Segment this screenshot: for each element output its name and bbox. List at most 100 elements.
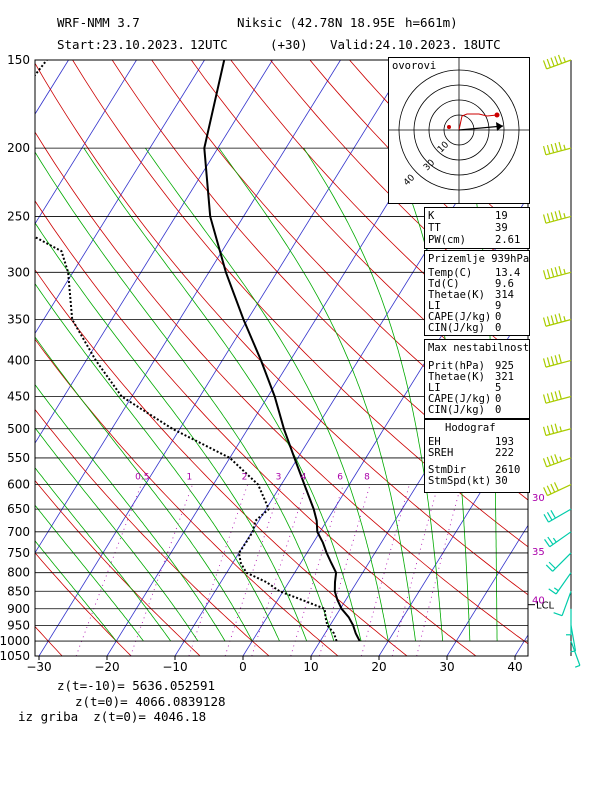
maxinst-row-value: 925 xyxy=(495,360,514,372)
wind-barb-half-feather xyxy=(563,144,566,150)
wind-barb-feather xyxy=(558,210,562,220)
wind-barb-feather xyxy=(557,54,563,64)
temperature-tick-label: −30 xyxy=(26,660,51,674)
pressure-tick-label: 350 xyxy=(7,313,30,327)
pressure-tick-label: 500 xyxy=(7,422,30,436)
wind-barb xyxy=(561,591,572,616)
wind-barb-half-feather xyxy=(559,456,563,462)
isotherm-line xyxy=(378,414,528,656)
wind-barb-half-feather xyxy=(563,268,566,275)
wind-barb-feather xyxy=(558,354,562,364)
pressure-tick-label: 300 xyxy=(7,265,30,279)
pressure-tick-label: 1050 xyxy=(0,649,30,663)
maxinst-row-value: 321 xyxy=(495,371,514,383)
wind-barb xyxy=(545,359,572,368)
wind-barb-feather xyxy=(542,214,547,224)
mixing-ratio-label: 0.5 xyxy=(135,473,149,483)
wind-barb-feather xyxy=(542,458,548,468)
wind-barb-feather xyxy=(558,390,562,400)
storm-motion-arrowhead xyxy=(496,122,503,131)
station-name: Niksic (42.78N 18.95E xyxy=(237,15,396,30)
wind-barb-feather xyxy=(554,391,559,401)
mixing-ratio-label: 1 xyxy=(187,473,193,483)
wind-barb-feather xyxy=(546,213,551,223)
lcl-label: LCL xyxy=(536,601,555,612)
speed-label: 40 xyxy=(532,595,545,606)
dry-adiabat-line xyxy=(151,60,528,455)
hodo-stats-title: Hodograf xyxy=(445,422,496,434)
height-t0: z(t=0)= 4066.0839128 xyxy=(75,694,226,709)
pressure-tick-label: 400 xyxy=(7,353,30,367)
pressure-tick-label: 1000 xyxy=(0,634,30,648)
height-t0-grib: iz griba z(t=0)= 4046.18 xyxy=(18,709,207,724)
wind-barb-feather xyxy=(553,482,559,491)
hodograph-ring-label: 40 xyxy=(402,173,417,188)
wind-barb-feather xyxy=(546,357,551,367)
wind-barb-feather xyxy=(550,268,555,278)
temperature-line xyxy=(203,60,361,642)
surface-row-value: 0 xyxy=(495,322,502,334)
dry-adiabat-line xyxy=(587,60,600,656)
temperature-tick-label: 0 xyxy=(239,660,247,674)
mixing-ratio-label: 2 xyxy=(242,473,248,483)
mixing-ratio-line xyxy=(361,484,410,656)
hodo-stats-row-name: EH xyxy=(428,436,441,448)
isotherm-line xyxy=(0,60,1,656)
moist-adiabat-line xyxy=(35,540,117,642)
wind-barb-feather xyxy=(544,539,551,548)
maxinst-title: Max nestabilnost xyxy=(428,342,530,354)
wind-barb-feather xyxy=(550,356,555,366)
isotherm-line xyxy=(38,60,409,656)
wind-barb xyxy=(545,271,572,280)
hodo-stats-row-name: StmSpd(kt) xyxy=(428,475,492,487)
wind-barb-feather xyxy=(550,392,555,402)
hodo-stats-row-value: 2610 xyxy=(495,464,521,476)
wind-barb-feather xyxy=(546,144,551,154)
max-instability-panel: Max nestabilnost Prit(hPa) 925 Thetae(K)… xyxy=(424,339,530,419)
wind-barb-half-feather xyxy=(552,537,557,543)
speed-label: 35 xyxy=(532,547,545,558)
wind-barb-feather xyxy=(546,269,551,279)
mixing-ratio-line xyxy=(251,484,308,656)
lead-time: (+30) xyxy=(270,37,308,52)
isotherm-line xyxy=(35,60,205,335)
wind-barb-half-feather xyxy=(553,587,559,592)
pressure-tick-label: 900 xyxy=(7,602,30,616)
wind-barb-feather xyxy=(550,455,555,465)
pressure-tick-label: 200 xyxy=(7,141,30,155)
model-name: WRF-NMM 3.7 xyxy=(57,15,140,30)
isotherm-line xyxy=(583,60,600,656)
maxinst-row-value: 0 xyxy=(495,393,502,405)
dry-adiabat-line xyxy=(35,408,270,656)
maxinst-row-name: CAPE(J/kg) xyxy=(428,393,492,405)
hodograph-trace xyxy=(458,113,498,131)
surface-row-name: CIN(J/kg) xyxy=(428,322,485,334)
valid-date: Valid:24.10.2023. xyxy=(330,37,458,52)
hodograph-plot: 10 30 40 xyxy=(389,58,529,203)
wind-barb-feather xyxy=(550,483,556,493)
dry-adiabat-line xyxy=(35,479,201,656)
maxinst-row-value: 0 xyxy=(495,404,502,416)
surface-row-value: 314 xyxy=(495,289,514,301)
maxinst-row-name: Prit(hPa) xyxy=(428,360,485,372)
wind-barb-feather xyxy=(542,60,548,70)
wind-barb-feather xyxy=(550,510,556,519)
moist-adiabat-line xyxy=(145,147,389,642)
wind-barb-half-feather xyxy=(574,664,581,668)
wind-barb-feather xyxy=(542,358,547,368)
wind-barb-feather xyxy=(550,212,555,222)
pressure-tick-label: 850 xyxy=(7,584,30,598)
start-hour: 12UTC xyxy=(190,37,228,52)
temperature-tick-label: 20 xyxy=(371,660,386,674)
surface-row-name: Td(C) xyxy=(428,278,460,290)
wind-barb-feather xyxy=(547,536,554,545)
wind-barb-feather xyxy=(550,57,555,67)
mixing-ratio-line xyxy=(391,484,439,656)
wind-barb xyxy=(549,531,572,548)
wind-barb-feather xyxy=(558,266,562,276)
hodo-stats-row-value: 193 xyxy=(495,436,514,448)
surface-row-value: 9.6 xyxy=(495,278,514,290)
wind-barb xyxy=(570,625,577,652)
wind-barbs xyxy=(542,54,581,668)
hodograph-startpoint xyxy=(447,125,451,129)
